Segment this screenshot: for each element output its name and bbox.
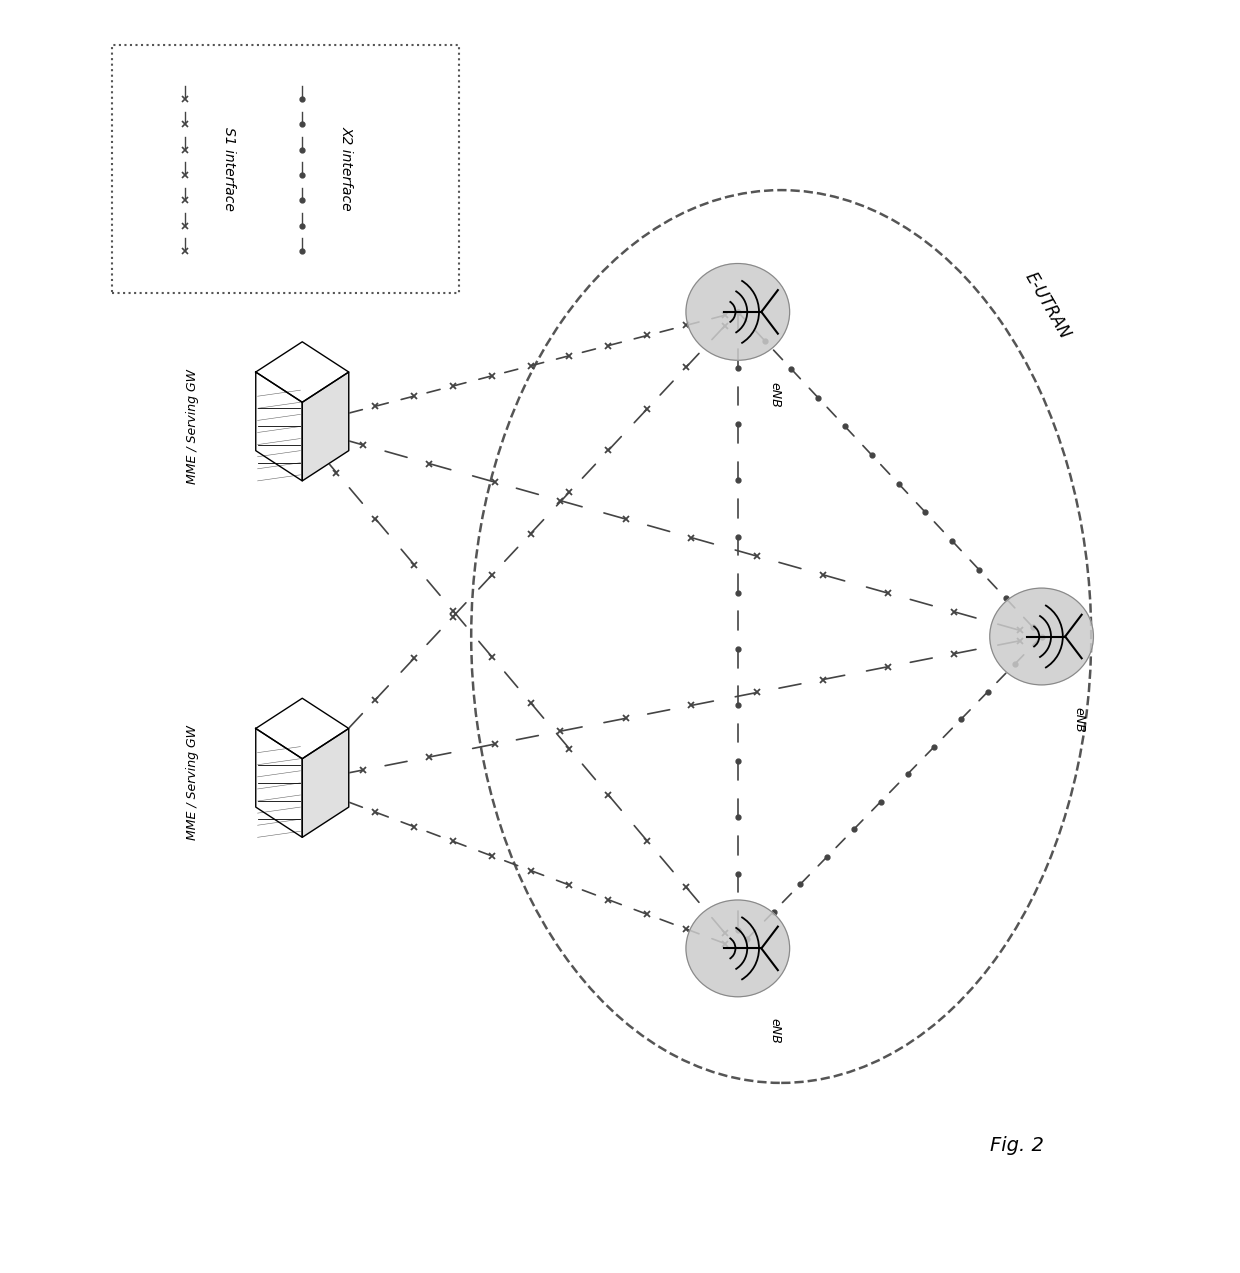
Polygon shape [255, 698, 348, 759]
Text: X2 interface: X2 interface [340, 126, 353, 211]
Polygon shape [303, 728, 348, 838]
Text: E-UTRAN: E-UTRAN [1022, 269, 1074, 342]
Text: Fig. 2: Fig. 2 [990, 1137, 1044, 1155]
Text: eNB: eNB [769, 1018, 781, 1044]
Ellipse shape [686, 900, 790, 997]
Polygon shape [255, 372, 303, 481]
Text: S1 interface: S1 interface [222, 127, 236, 210]
Polygon shape [255, 341, 348, 402]
Text: MME / Serving GW: MME / Serving GW [186, 369, 198, 484]
FancyBboxPatch shape [112, 45, 459, 293]
Ellipse shape [990, 588, 1094, 685]
Ellipse shape [686, 264, 790, 360]
Text: eNB: eNB [1073, 707, 1085, 732]
Text: MME / Serving GW: MME / Serving GW [186, 726, 198, 840]
Polygon shape [303, 372, 348, 481]
Polygon shape [255, 728, 303, 838]
Text: eNB: eNB [769, 382, 781, 407]
